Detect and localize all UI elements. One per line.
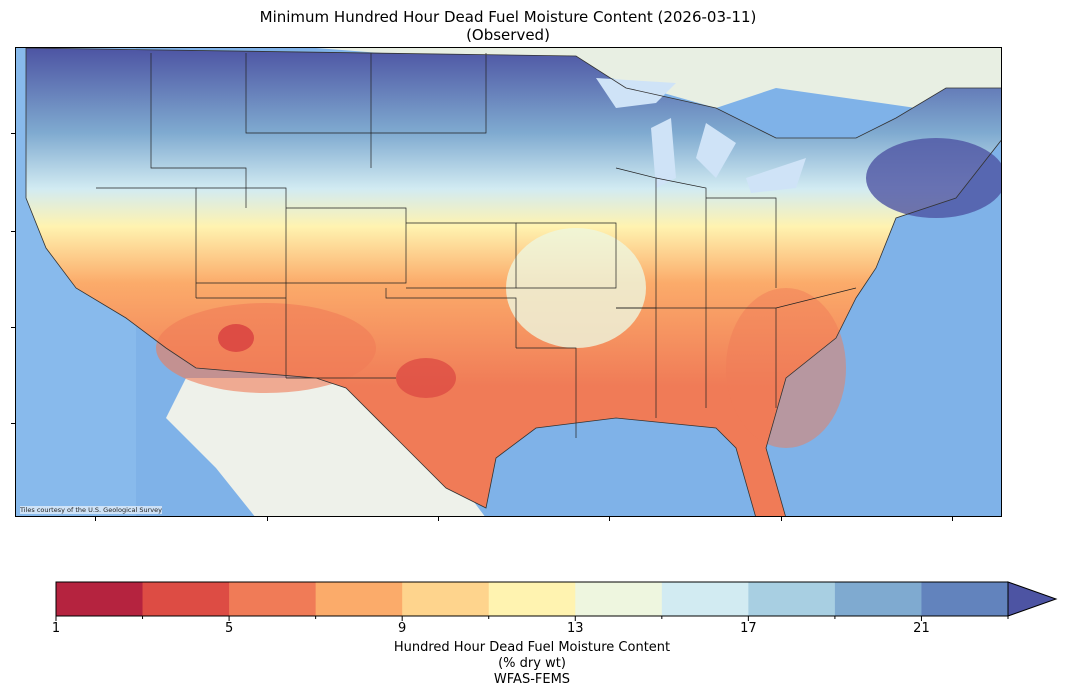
x-tick — [267, 517, 268, 521]
colorbar-segment — [661, 582, 749, 616]
colorbar-segment — [56, 582, 144, 616]
colorbar-segment — [229, 582, 317, 616]
colorbar-segment — [315, 582, 403, 616]
colorbar-tick-label: 17 — [740, 621, 757, 636]
colorbar-tick-label: 13 — [566, 621, 584, 636]
colorbar-segment — [748, 582, 836, 616]
colorbar-units: (% dry wt) — [498, 656, 566, 671]
arizona-hotspot — [218, 324, 254, 352]
colorbar-label: Hundred Hour Dead Fuel Moisture Content — [393, 640, 671, 655]
x-tick — [609, 517, 610, 521]
colorbar-segment — [488, 582, 576, 616]
tile-credit: Tiles courtesy of the U.S. Geological Su… — [20, 506, 162, 514]
map-canvas — [16, 48, 1001, 516]
southeast-dry-area — [726, 288, 846, 448]
great-lakes — [596, 78, 806, 193]
x-tick — [438, 517, 439, 521]
canada-land — [76, 48, 1001, 138]
southwest-dry-area — [156, 303, 376, 393]
y-tick — [11, 231, 15, 232]
colorbar-segment — [402, 582, 490, 616]
mexico-land — [166, 378, 485, 516]
y-tick — [11, 327, 15, 328]
y-tick — [11, 133, 15, 134]
texas-hotspot — [396, 358, 456, 398]
colorbar-tick-label: 1 — [51, 621, 61, 636]
colorbar-extend-arrow — [1007, 581, 1058, 617]
x-tick — [95, 517, 96, 521]
x-tick — [781, 517, 782, 521]
state-borders — [96, 53, 857, 438]
conus-outline — [25, 48, 1001, 516]
colorbar-segment — [834, 582, 922, 616]
colorbar-segment — [142, 582, 230, 616]
colorbar-source: WFAS-FEMS — [493, 672, 571, 687]
map-title: Minimum Hundred Hour Dead Fuel Moisture … — [259, 8, 757, 26]
northeast-wet-area — [866, 138, 1001, 218]
colorbar-tick-label: 9 — [398, 621, 407, 636]
y-tick — [11, 423, 15, 424]
colorbar-segment — [921, 582, 1009, 616]
map-subtitle: (Observed) — [466, 26, 550, 44]
colorbar — [55, 581, 1058, 621]
colorbar-tick-label: 5 — [224, 621, 234, 636]
map-panel: Tiles courtesy of the U.S. Geological Su… — [15, 47, 1002, 517]
colorbar-tick-label: 21 — [913, 621, 930, 636]
x-tick — [952, 517, 953, 521]
colorbar-outline — [55, 581, 1009, 617]
colorbar-segment — [575, 582, 663, 616]
